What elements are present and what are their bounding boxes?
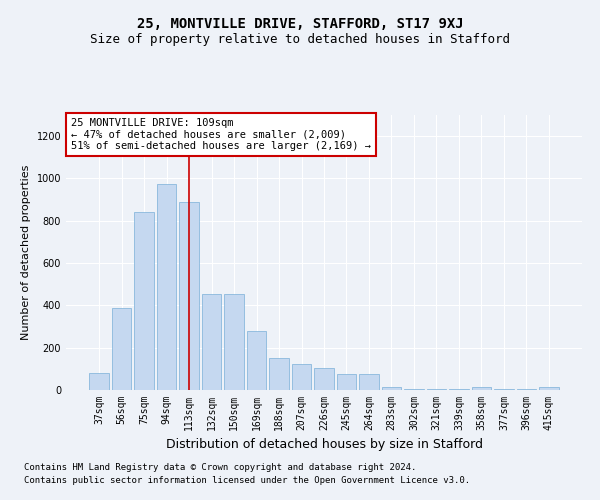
- Text: Contains HM Land Registry data © Crown copyright and database right 2024.: Contains HM Land Registry data © Crown c…: [24, 462, 416, 471]
- Y-axis label: Number of detached properties: Number of detached properties: [21, 165, 31, 340]
- Bar: [449, 389, 469, 390]
- Bar: [112, 308, 131, 390]
- Bar: [427, 389, 446, 390]
- Bar: [292, 364, 311, 390]
- Bar: [179, 202, 199, 390]
- Bar: [247, 331, 266, 390]
- Bar: [494, 389, 514, 390]
- Bar: [314, 368, 334, 390]
- Text: 25, MONTVILLE DRIVE, STAFFORD, ST17 9XJ: 25, MONTVILLE DRIVE, STAFFORD, ST17 9XJ: [137, 18, 463, 32]
- Text: Contains public sector information licensed under the Open Government Licence v3: Contains public sector information licen…: [24, 476, 470, 485]
- Bar: [134, 212, 154, 390]
- Bar: [539, 387, 559, 390]
- Text: 25 MONTVILLE DRIVE: 109sqm
← 47% of detached houses are smaller (2,009)
51% of s: 25 MONTVILLE DRIVE: 109sqm ← 47% of deta…: [71, 118, 371, 151]
- Bar: [404, 389, 424, 390]
- Bar: [382, 387, 401, 390]
- Bar: [269, 358, 289, 390]
- Bar: [157, 184, 176, 390]
- Bar: [337, 374, 356, 390]
- Bar: [89, 373, 109, 390]
- Bar: [359, 374, 379, 390]
- Bar: [517, 389, 536, 390]
- Text: Size of property relative to detached houses in Stafford: Size of property relative to detached ho…: [90, 32, 510, 46]
- Bar: [202, 294, 221, 390]
- Bar: [472, 387, 491, 390]
- X-axis label: Distribution of detached houses by size in Stafford: Distribution of detached houses by size …: [166, 438, 482, 452]
- Bar: [224, 294, 244, 390]
